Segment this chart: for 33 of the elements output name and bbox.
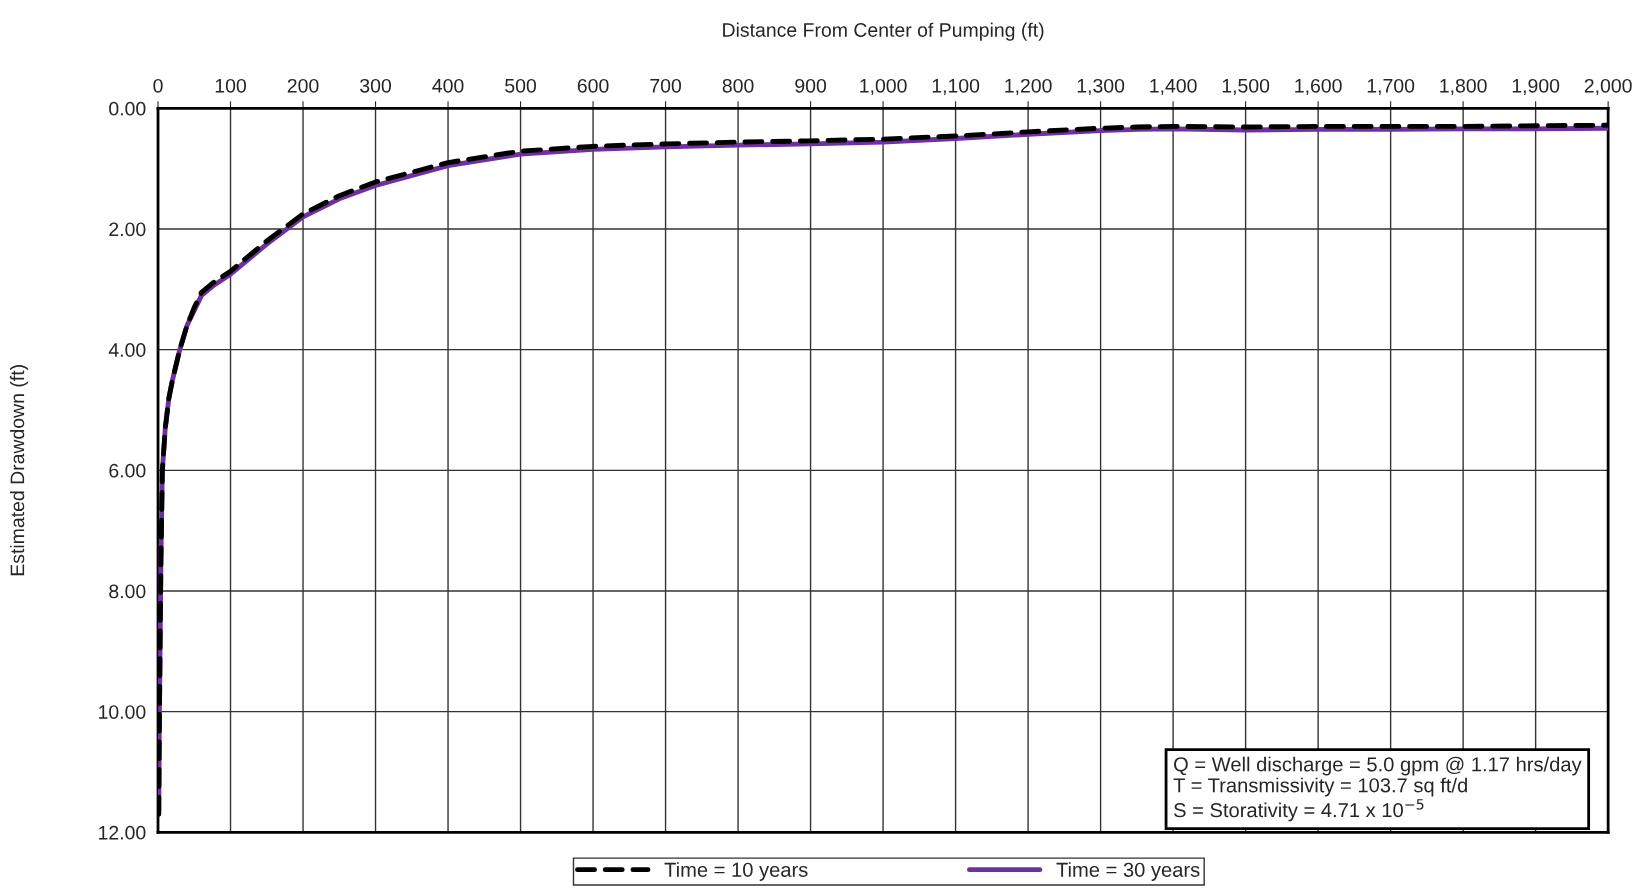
annotation: Q = Well discharge = 5.0 gpm @ 1.17 hrs/day T = Transmissivity = 103.7 sq ft/d S = Storativity = 4.71 x 10$^{−5}$ [1173,756,1582,822]
x-tick-label: 800 [722,78,754,93]
x-tick-label: 1,300 [1077,78,1125,95]
x-tick-label: 1,900 [1512,78,1560,95]
y-tick-label: 12.00 [99,825,146,840]
x-axis-title: Distance From Center of Pumping (ft) [723,22,1044,41]
x-tick-label: 1,400 [1150,78,1197,95]
y-tick-label: 0.00 [109,101,146,116]
x-tick-label: 1,500 [1222,78,1270,95]
x-tick-label: 0 [153,78,163,93]
x-tick-label: 500 [505,78,537,93]
x-tick-label: 1,000 [860,78,907,95]
y-tick-label: 8.00 [109,584,146,599]
x-tick-label: 1,100 [932,78,980,95]
x-tick-label: 200 [287,78,319,93]
y-tick-label: 4.00 [108,343,146,357]
x-tick-label: 2,000 [1584,78,1632,95]
legend-label: Time = 10 years [664,862,808,881]
y-tick-label: 10.00 [99,705,146,719]
x-tick-label: 600 [577,78,609,93]
y-tick-label: 6.00 [109,463,146,478]
y-axis-title: Estimated Drawdown (ft) [9,365,29,576]
x-tick-label: 900 [795,78,827,93]
y-tick-label: 2.00 [109,222,146,237]
x-tick-label: 1,800 [1440,78,1487,95]
x-tick-label: 1,200 [1005,78,1052,95]
x-tick-label: 700 [650,78,682,93]
x-tick-label: 100 [215,78,246,93]
x-tick-label: 1,700 [1367,78,1415,95]
x-tick-label: 300 [360,78,391,93]
legend-label: Time = 30 years [1056,862,1200,881]
x-tick-label: 1,600 [1295,78,1342,95]
x-tick-label: 400 [432,78,464,93]
